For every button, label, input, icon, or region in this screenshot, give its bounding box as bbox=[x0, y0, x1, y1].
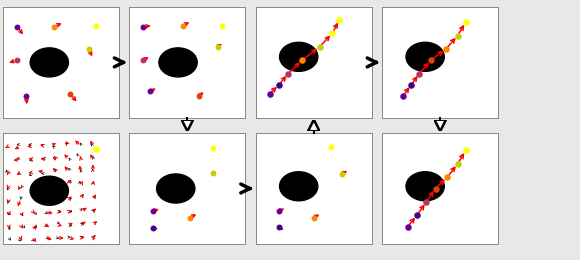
Point bbox=[309, 216, 318, 220]
Point bbox=[274, 83, 284, 87]
Point bbox=[328, 31, 337, 35]
Point bbox=[315, 45, 324, 49]
Point bbox=[403, 224, 412, 229]
Point bbox=[208, 171, 218, 175]
Point bbox=[218, 23, 227, 28]
Point bbox=[91, 23, 100, 28]
Point bbox=[148, 225, 157, 230]
Point bbox=[461, 148, 470, 153]
Point bbox=[146, 89, 155, 94]
Point bbox=[284, 72, 293, 76]
Point bbox=[274, 209, 284, 213]
Ellipse shape bbox=[406, 42, 444, 71]
Point bbox=[415, 72, 424, 76]
Point bbox=[453, 34, 462, 38]
Point bbox=[84, 47, 93, 51]
Point bbox=[407, 83, 416, 87]
Point bbox=[426, 58, 436, 62]
Point bbox=[213, 45, 222, 49]
Point bbox=[422, 200, 431, 204]
Point bbox=[431, 186, 440, 191]
Ellipse shape bbox=[157, 174, 195, 203]
Point bbox=[265, 92, 274, 96]
Point bbox=[441, 47, 451, 51]
Point bbox=[139, 24, 148, 29]
Polygon shape bbox=[308, 120, 320, 131]
Point bbox=[49, 24, 59, 29]
Point bbox=[178, 23, 187, 28]
Point bbox=[12, 58, 21, 62]
Ellipse shape bbox=[280, 172, 318, 201]
Point bbox=[148, 209, 157, 213]
Polygon shape bbox=[434, 120, 446, 131]
Ellipse shape bbox=[280, 42, 318, 71]
Point bbox=[461, 20, 470, 24]
Point bbox=[66, 92, 75, 96]
Point bbox=[398, 94, 408, 98]
Point bbox=[91, 147, 100, 151]
Point bbox=[412, 213, 422, 217]
Point bbox=[185, 216, 194, 220]
Polygon shape bbox=[182, 120, 193, 131]
Point bbox=[139, 58, 148, 62]
Point bbox=[337, 172, 346, 176]
Ellipse shape bbox=[30, 176, 68, 205]
Point bbox=[298, 58, 307, 62]
Point bbox=[443, 175, 452, 179]
Point bbox=[208, 146, 218, 150]
Point bbox=[327, 145, 336, 149]
Ellipse shape bbox=[406, 172, 444, 201]
Point bbox=[21, 94, 31, 98]
Point bbox=[274, 224, 284, 229]
Point bbox=[335, 18, 344, 22]
Ellipse shape bbox=[159, 48, 197, 77]
Point bbox=[12, 24, 21, 29]
Point bbox=[453, 162, 462, 166]
Ellipse shape bbox=[30, 48, 68, 77]
Point bbox=[194, 94, 204, 98]
